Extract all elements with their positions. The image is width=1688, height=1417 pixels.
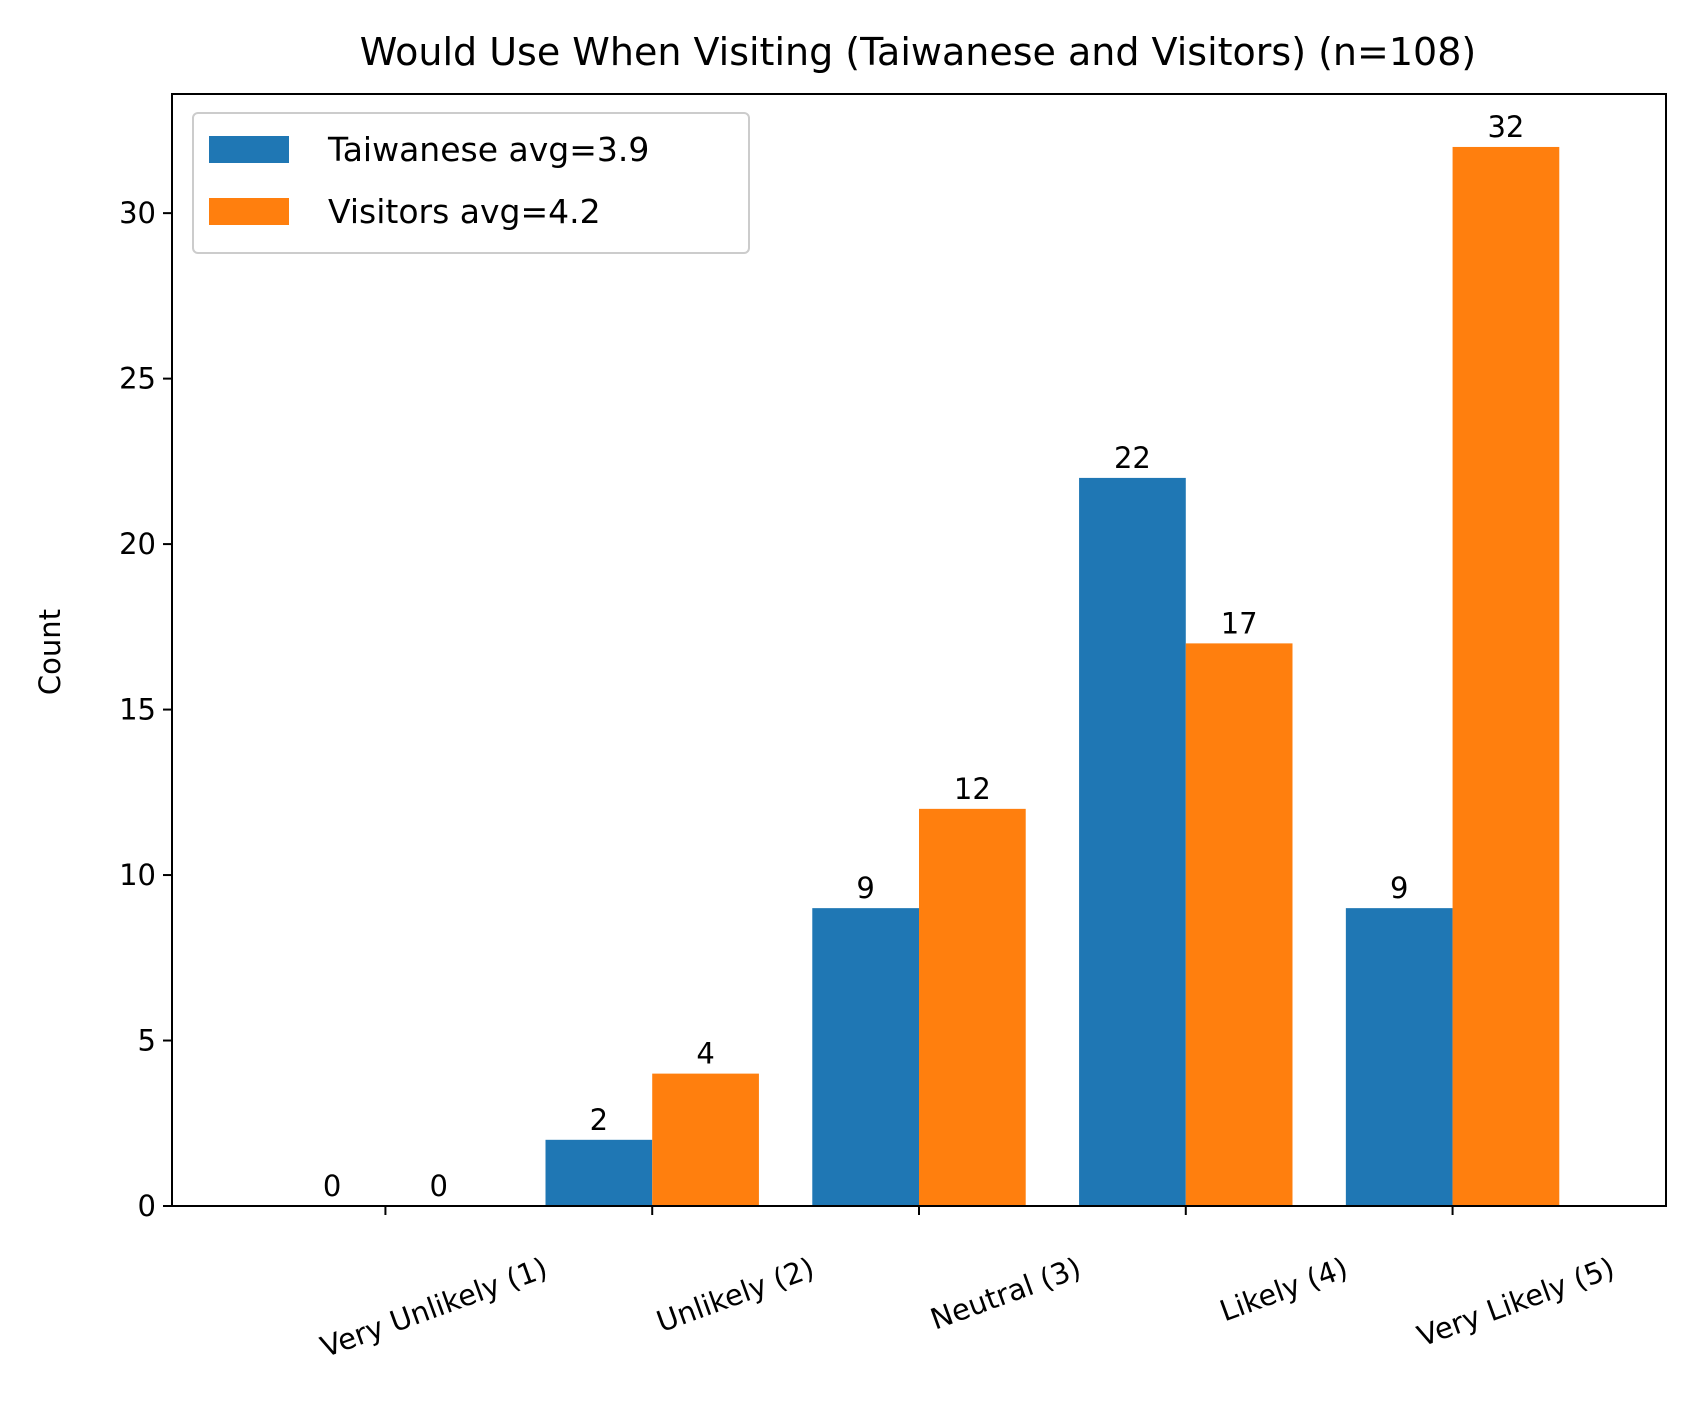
x-tick-label: Neutral (3) <box>926 1251 1085 1337</box>
bar-visitors-3 <box>1185 643 1293 1206</box>
bar-taiwanese-1 <box>545 1139 653 1206</box>
y-axis-label: Count <box>33 609 67 695</box>
bar-label: 17 <box>1221 606 1258 640</box>
bar-label: 22 <box>1114 441 1151 475</box>
y-tick-label: 25 <box>119 362 156 396</box>
bar-label: 0 <box>323 1169 341 1203</box>
y-tick-label: 10 <box>119 858 156 892</box>
x-tick-label: Very Likely (5) <box>1413 1251 1619 1354</box>
legend-box <box>192 112 750 254</box>
bar-visitors-4 <box>1452 146 1560 1206</box>
bar-visitors-1 <box>652 1073 759 1206</box>
bar-taiwanese-3 <box>1079 477 1186 1206</box>
legend-entry: Visitors avg=4.2 <box>328 192 601 231</box>
x-tick-label: Likely (4) <box>1215 1251 1352 1329</box>
bar-label: 2 <box>590 1103 608 1137</box>
bar-label: 32 <box>1487 110 1524 144</box>
y-tick-label: 20 <box>119 527 156 561</box>
x-tick-label: Unlikely (2) <box>652 1251 819 1339</box>
y-tick-label: 5 <box>138 1024 156 1058</box>
bar-label: 12 <box>954 772 991 806</box>
legend-swatch <box>209 198 289 225</box>
bar-label: 9 <box>1390 871 1408 905</box>
bar-label: 9 <box>856 871 874 905</box>
chart-title: Would Use When Visiting (Taiwanese and V… <box>360 30 1476 74</box>
y-tick-label: 0 <box>138 1189 156 1223</box>
legend-swatch <box>209 136 289 163</box>
bar-label: 0 <box>430 1169 448 1203</box>
x-tick-label: Very Unlikely (1) <box>316 1251 552 1365</box>
bar-taiwanese-4 <box>1345 908 1453 1206</box>
y-tick-label: 15 <box>119 693 156 727</box>
bar-taiwanese-2 <box>812 908 919 1206</box>
y-tick-label: 30 <box>119 196 156 230</box>
plot-area: 0 2 9 22 9 0 4 12 17 32 0 5 10 15 20 25 30 Very Unlikely … <box>119 93 1667 1365</box>
legend: Taiwanese avg=3.9 Visitors avg=4.2 <box>192 112 750 254</box>
bar-visitors-2 <box>919 808 1026 1206</box>
legend-entry: Taiwanese avg=3.9 <box>327 130 649 169</box>
bar-label: 4 <box>696 1037 714 1071</box>
